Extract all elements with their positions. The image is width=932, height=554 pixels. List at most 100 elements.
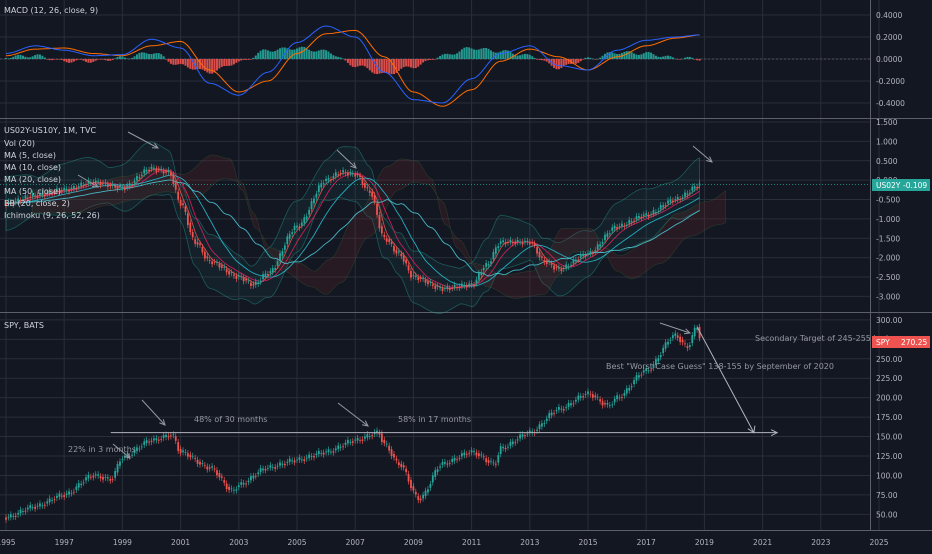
spy-candle-body: [259, 468, 262, 473]
spy-candle-body: [674, 333, 677, 337]
spy-candle-body: [19, 509, 22, 514]
spy-candle-body: [383, 439, 386, 444]
macd-histogram-bar: [669, 56, 672, 59]
yield-candle-body: [679, 199, 682, 200]
spy-candle-body: [368, 436, 371, 437]
yield-candle-body: [635, 216, 638, 220]
macd-histogram-bar: [320, 49, 323, 59]
spy-candle-body: [400, 463, 403, 468]
x-tick-label: 2023: [811, 538, 830, 547]
macd-histogram-bar: [346, 59, 349, 63]
spy-candle-body: [39, 503, 41, 507]
spy-candle-body: [599, 399, 602, 402]
spy-candle-body: [189, 454, 192, 458]
macd-histogram-bar: [70, 59, 73, 63]
yield-candle-body: [281, 251, 284, 256]
yield-candle-body: [303, 217, 306, 224]
spy-candle-body: [664, 342, 667, 349]
spy-candle-body: [441, 462, 444, 465]
macd-histogram-bar: [582, 59, 585, 60]
macd-histogram-bar: [94, 59, 97, 61]
macd-histogram-bar: [104, 59, 107, 61]
yield-candle-body: [114, 186, 117, 188]
macd-histogram-bar: [693, 59, 696, 60]
spy-candle-body: [393, 454, 395, 458]
macd-histogram-bar: [443, 53, 446, 59]
yield-candle-body: [106, 184, 109, 187]
yield-candle-body: [502, 240, 505, 243]
yield-candle-body: [686, 193, 689, 195]
spy-candle-body: [94, 474, 97, 476]
spy-candle-body: [347, 440, 349, 444]
yield-candle-body: [19, 200, 22, 202]
yield-candle-body: [587, 253, 589, 255]
macd-histogram-bar: [317, 50, 320, 59]
yield-candle-body: [373, 195, 376, 202]
macd-histogram-bar: [439, 55, 442, 59]
spy-candle-body: [366, 434, 369, 438]
macd-histogram-bar: [14, 55, 17, 59]
yield-candle-body: [162, 170, 165, 174]
macd-histogram-bar: [162, 56, 165, 59]
yield-candle-body: [473, 284, 475, 286]
spy-candle-body: [106, 477, 109, 479]
macd-histogram-bar: [601, 55, 604, 59]
spy-candle-body: [502, 446, 505, 449]
spy-candle-body: [262, 468, 264, 471]
macd-histogram-bar: [7, 58, 10, 60]
yield-candle-body: [468, 283, 471, 286]
macd-histogram-bar: [395, 59, 398, 73]
yield-candle-body: [48, 190, 51, 194]
yield-candle-body: [368, 190, 371, 193]
macd-histogram-bar: [269, 51, 272, 59]
yield-candle-body: [220, 265, 223, 268]
x-tick-label: 2007: [346, 538, 365, 547]
yield-candle-body: [608, 233, 611, 234]
yield-candle-body: [342, 170, 344, 173]
macd-histogram-bar: [143, 52, 146, 59]
spy-candle-body: [201, 463, 204, 464]
macd-histogram-bar: [456, 53, 459, 59]
macd-histogram-bar: [179, 59, 182, 64]
macd-histogram-bar: [237, 59, 240, 62]
yield-candle-body: [414, 275, 417, 277]
macd-histogram-bar: [640, 54, 643, 59]
yield-candle-body: [310, 201, 313, 210]
yield-candle-body: [94, 180, 97, 183]
macd-histogram-bar: [305, 48, 308, 59]
macd-histogram-bar: [587, 57, 589, 59]
yield-candle-body: [51, 192, 53, 194]
macd-histogram-bar: [34, 55, 37, 59]
yield-candle-body: [325, 178, 327, 182]
spy-candle-body: [12, 516, 15, 517]
yield-candle-body: [458, 286, 461, 288]
yield-candle-body: [376, 203, 378, 215]
macd-histogram-bar: [189, 59, 192, 69]
macd-histogram-bar: [63, 59, 66, 62]
macd-histogram-bar: [87, 59, 90, 63]
spy-candle-body: [119, 461, 121, 466]
yield-candle-body: [60, 190, 63, 192]
macd-histogram-bar: [397, 59, 400, 71]
macd-histogram-bar: [177, 59, 180, 65]
yield-candle-body: [533, 243, 536, 246]
spy-candle-body: [494, 463, 497, 465]
yield-candle-body: [43, 194, 46, 197]
macd-histogram-bar: [322, 49, 325, 59]
macd-histogram-bar: [286, 48, 289, 59]
yield-candle-body: [380, 226, 383, 234]
spy-candle-body: [514, 442, 517, 444]
macd-histogram-bar: [698, 59, 701, 61]
spy-candle-body: [267, 467, 269, 469]
yield-candle-body: [574, 259, 577, 262]
yield-candle-body: [145, 170, 148, 172]
spy-candle-body: [638, 375, 640, 378]
macd-histogram-bar: [99, 59, 102, 60]
macd-histogram-bar: [473, 49, 476, 59]
yield-candle-body: [451, 288, 454, 289]
spy-candle-body: [53, 499, 56, 501]
macd-histogram-bar: [138, 52, 141, 59]
spy-candle-body: [14, 515, 17, 517]
yield-candle-body: [424, 280, 427, 283]
spy-candle-body: [667, 341, 669, 345]
